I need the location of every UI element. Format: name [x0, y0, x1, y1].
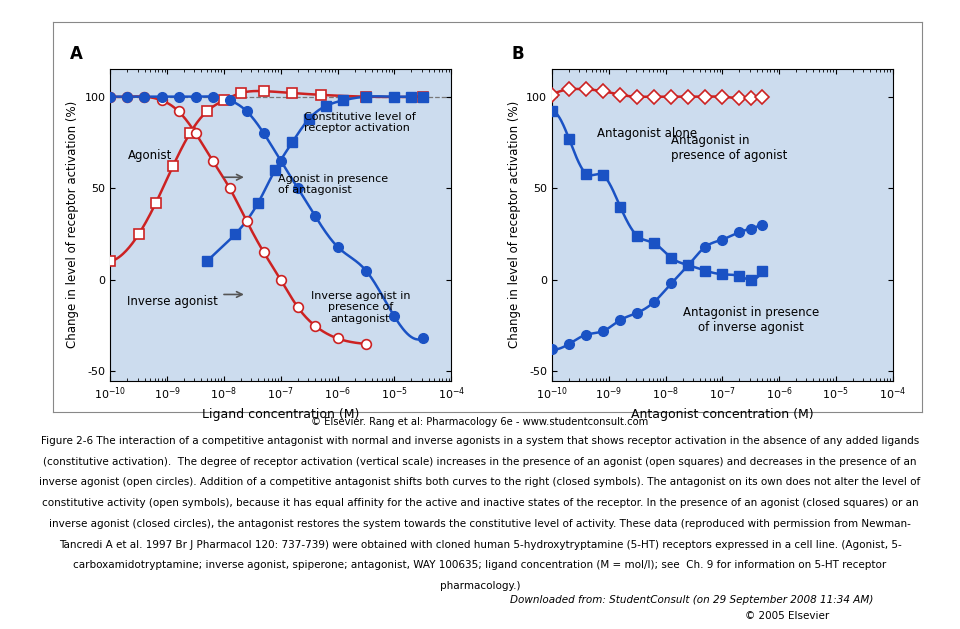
Text: (constitutive activation).  The degree of receptor activation (vertical scale) i: (constitutive activation). The degree of… — [43, 457, 917, 467]
Text: Antagonist alone: Antagonist alone — [597, 127, 698, 140]
X-axis label: Ligand concentration (M): Ligand concentration (M) — [203, 408, 359, 421]
Text: Inverse agonist: Inverse agonist — [128, 295, 218, 308]
Text: Downloaded from: StudentConsult (on 29 September 2008 11:34 AM): Downloaded from: StudentConsult (on 29 S… — [510, 595, 873, 605]
Text: Agonist in presence
of antagonist: Agonist in presence of antagonist — [278, 174, 388, 196]
Y-axis label: Change in level of receptor activation (%): Change in level of receptor activation (… — [508, 101, 520, 348]
Text: © Elsevier. Rang et al: Pharmacology 6e - www.studentconsult.com: © Elsevier. Rang et al: Pharmacology 6e … — [311, 417, 649, 427]
Y-axis label: Change in level of receptor activation (%): Change in level of receptor activation (… — [66, 101, 79, 348]
Text: Constitutive level of
receptor activation: Constitutive level of receptor activatio… — [303, 111, 416, 133]
Text: Antagonist in
presence of agonist: Antagonist in presence of agonist — [671, 134, 787, 162]
Text: pharmacology.): pharmacology.) — [440, 581, 520, 591]
Text: © 2005 Elsevier: © 2005 Elsevier — [745, 611, 829, 621]
Text: inverse agonist (closed circles), the antagonist restores the system towards the: inverse agonist (closed circles), the an… — [49, 519, 911, 529]
Text: Agonist: Agonist — [128, 149, 172, 162]
Text: constitutive activity (open symbols), because it has equal affinity for the acti: constitutive activity (open symbols), be… — [41, 498, 919, 508]
Text: carboxamidotryptamine; inverse agonist, spiperone; antagonist, WAY 100635; ligan: carboxamidotryptamine; inverse agonist, … — [73, 560, 887, 571]
Text: Antagonist in presence
of inverse agonist: Antagonist in presence of inverse agonis… — [683, 306, 819, 334]
X-axis label: Antagonist concentration (M): Antagonist concentration (M) — [631, 408, 814, 421]
Text: A: A — [69, 45, 83, 63]
Text: Inverse agonist in
presence of
antagonist: Inverse agonist in presence of antagonis… — [311, 291, 410, 324]
Text: B: B — [511, 45, 524, 63]
Text: Figure 2-6 The interaction of a competitive antagonist with normal and inverse a: Figure 2-6 The interaction of a competit… — [41, 436, 919, 446]
Text: Tancredi A et al. 1997 Br J Pharmacol 120: 737-739) were obtained with cloned hu: Tancredi A et al. 1997 Br J Pharmacol 12… — [59, 540, 901, 550]
Text: inverse agonist (open circles). Addition of a competitive antagonist shifts both: inverse agonist (open circles). Addition… — [39, 477, 921, 487]
